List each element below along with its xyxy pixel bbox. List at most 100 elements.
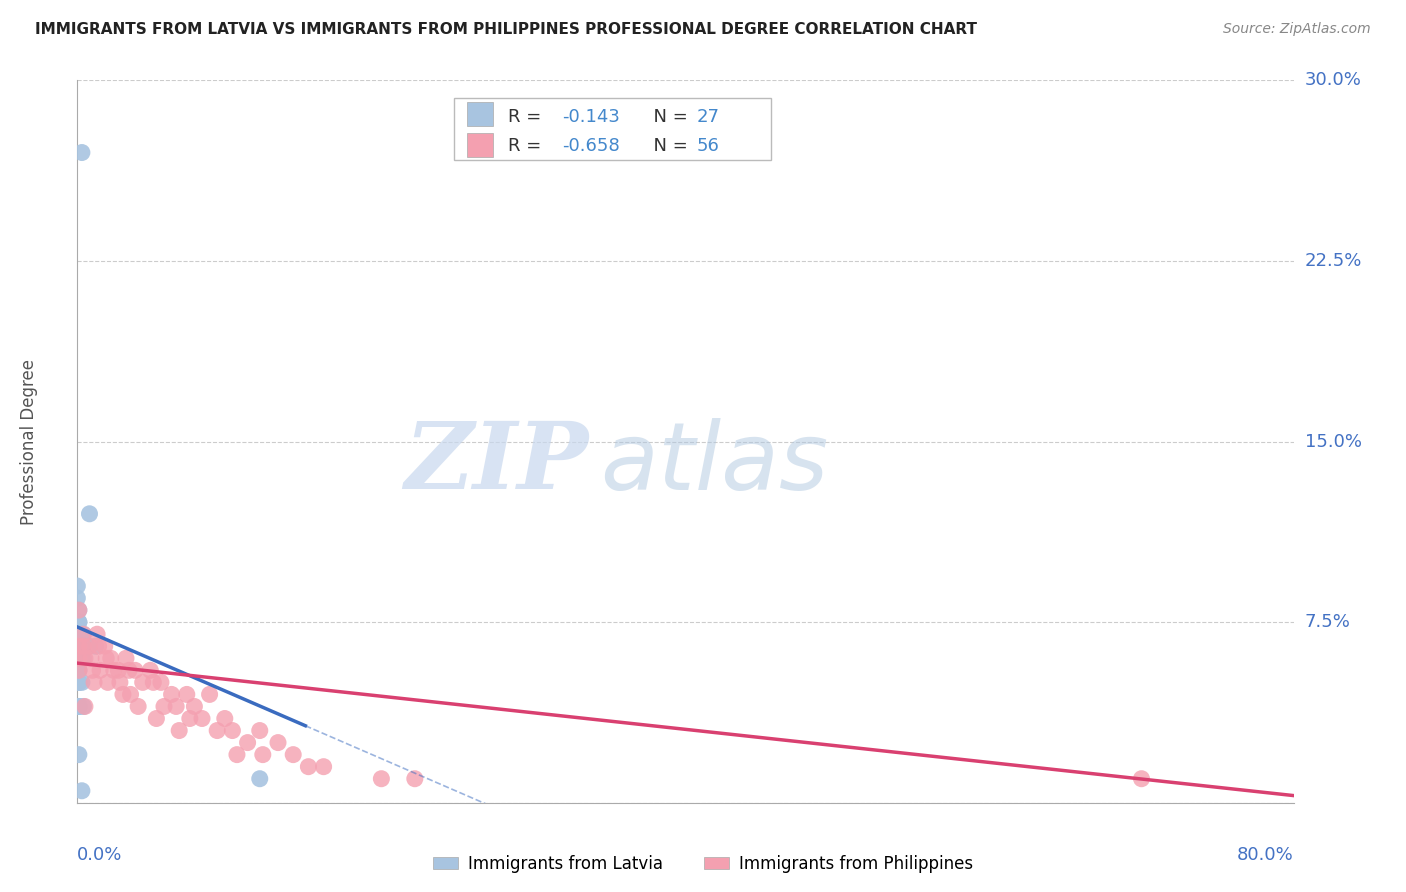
Text: R =: R = <box>508 137 547 155</box>
Point <box>145 712 167 726</box>
Point <box>283 747 305 762</box>
Point <box>70 651 93 665</box>
Point <box>103 664 125 678</box>
Point <box>67 603 90 617</box>
Point <box>97 675 120 690</box>
Point <box>67 664 90 678</box>
Text: N =: N = <box>641 137 693 155</box>
Point <box>67 639 90 653</box>
Point <box>87 639 110 653</box>
Point <box>67 651 90 665</box>
Point <box>67 639 90 653</box>
Point <box>120 687 142 701</box>
Text: atlas: atlas <box>600 417 828 508</box>
Point <box>67 747 90 762</box>
Point <box>198 687 221 701</box>
FancyBboxPatch shape <box>454 98 770 160</box>
Point <box>312 760 335 774</box>
Point <box>67 664 90 678</box>
Text: Source: ZipAtlas.com: Source: ZipAtlas.com <box>1223 22 1371 37</box>
Point <box>70 627 93 641</box>
Text: IMMIGRANTS FROM LATVIA VS IMMIGRANTS FROM PHILIPPINES PROFESSIONAL DEGREE CORREL: IMMIGRANTS FROM LATVIA VS IMMIGRANTS FRO… <box>35 22 977 37</box>
Point <box>89 664 111 678</box>
Point <box>80 651 103 665</box>
Point <box>93 639 115 653</box>
Point <box>149 675 172 690</box>
Point <box>96 651 118 665</box>
Point <box>153 699 176 714</box>
Point <box>214 712 236 726</box>
Point <box>67 615 90 630</box>
Text: 27: 27 <box>696 108 720 126</box>
Point <box>66 591 89 605</box>
Point <box>165 699 187 714</box>
Point <box>142 675 165 690</box>
Point <box>111 687 134 701</box>
Point <box>67 675 90 690</box>
Point <box>72 627 94 641</box>
Point <box>107 664 129 678</box>
Text: 7.5%: 7.5% <box>1305 613 1351 632</box>
Point <box>183 699 205 714</box>
Legend: Immigrants from Latvia, Immigrants from Philippines: Immigrants from Latvia, Immigrants from … <box>426 848 980 880</box>
Point <box>72 627 94 641</box>
Point <box>131 675 153 690</box>
Point <box>370 772 392 786</box>
Point <box>267 735 290 749</box>
Point <box>67 603 90 617</box>
Text: ZIP: ZIP <box>404 418 588 508</box>
Point <box>160 687 183 701</box>
Point <box>79 507 101 521</box>
Point <box>297 760 319 774</box>
Text: R =: R = <box>508 108 547 126</box>
Point <box>176 687 198 701</box>
Point <box>70 675 93 690</box>
Point <box>67 639 90 653</box>
Point <box>236 735 259 749</box>
Point <box>100 651 122 665</box>
Point <box>124 664 146 678</box>
Point <box>73 699 96 714</box>
Point <box>205 723 228 738</box>
Point <box>83 675 105 690</box>
Point <box>82 664 104 678</box>
Point <box>67 651 90 665</box>
Point <box>70 145 93 160</box>
Point <box>77 639 100 653</box>
Point <box>404 772 426 786</box>
Point <box>67 699 90 714</box>
Point <box>72 699 94 714</box>
Point <box>66 579 89 593</box>
Point <box>221 723 243 738</box>
Point <box>115 651 138 665</box>
Text: N =: N = <box>641 108 693 126</box>
Point <box>118 664 141 678</box>
Point <box>108 675 131 690</box>
Point <box>72 651 94 665</box>
Point <box>139 664 162 678</box>
Point <box>252 747 274 762</box>
Text: Professional Degree: Professional Degree <box>20 359 38 524</box>
Point <box>84 639 107 653</box>
Point <box>67 664 90 678</box>
Point <box>67 675 90 690</box>
Point <box>249 772 271 786</box>
Point <box>67 615 90 630</box>
Point <box>72 639 94 653</box>
Point <box>179 712 201 726</box>
Text: 30.0%: 30.0% <box>1305 71 1361 89</box>
Point <box>86 627 108 641</box>
Point <box>79 639 101 653</box>
Point <box>127 699 149 714</box>
Point <box>191 712 214 726</box>
Text: -0.143: -0.143 <box>562 108 620 126</box>
Text: 15.0%: 15.0% <box>1305 433 1361 450</box>
Text: 56: 56 <box>696 137 720 155</box>
Point <box>167 723 190 738</box>
Point <box>249 723 271 738</box>
Point <box>1130 772 1153 786</box>
FancyBboxPatch shape <box>467 133 494 157</box>
FancyBboxPatch shape <box>467 103 494 126</box>
Text: 80.0%: 80.0% <box>1237 847 1294 864</box>
Text: 22.5%: 22.5% <box>1305 252 1362 270</box>
